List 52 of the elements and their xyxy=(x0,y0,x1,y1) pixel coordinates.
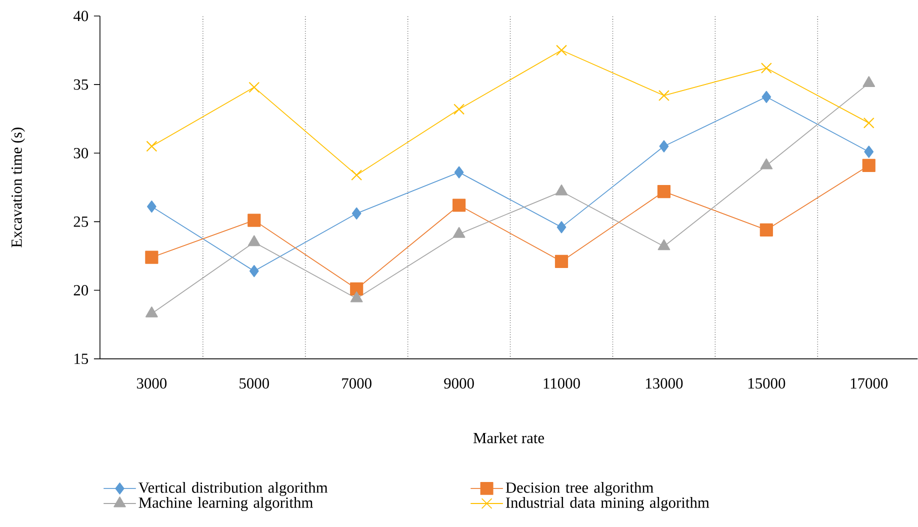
x-tick-label: 7000 xyxy=(342,378,372,389)
y-tick-label: 30 xyxy=(74,148,88,158)
legend-label: Industrial data mining algorithm xyxy=(506,497,710,512)
point xyxy=(452,227,466,238)
point xyxy=(248,214,261,227)
point xyxy=(352,208,362,220)
point xyxy=(760,223,773,237)
point xyxy=(351,170,362,181)
y-tick-label: 20 xyxy=(74,285,88,296)
point xyxy=(454,166,464,178)
point xyxy=(657,185,671,198)
x-tick-label: 3000 xyxy=(136,378,167,389)
x-tick-label: 15000 xyxy=(748,378,786,389)
point xyxy=(554,255,568,268)
point xyxy=(556,44,568,56)
point xyxy=(658,239,670,250)
legend-label: Decision tree algorithm xyxy=(506,482,654,496)
point xyxy=(146,140,158,152)
point xyxy=(146,306,158,318)
point xyxy=(350,282,364,296)
x-tick-label: 13000 xyxy=(646,378,683,389)
point xyxy=(760,158,773,170)
point xyxy=(147,200,156,213)
y-tick-label: 35 xyxy=(74,79,88,90)
point xyxy=(863,118,874,129)
point xyxy=(350,292,363,302)
point xyxy=(145,250,158,264)
point xyxy=(862,159,876,172)
legend-label: Vertical distribution algorithm xyxy=(138,482,328,496)
point xyxy=(659,140,669,152)
point xyxy=(555,184,568,196)
point xyxy=(556,221,566,234)
x-tick-label: 9000 xyxy=(444,378,474,389)
x-tick-label: 17000 xyxy=(850,378,888,389)
point xyxy=(864,146,874,158)
point xyxy=(248,82,260,93)
point xyxy=(760,62,772,74)
y-tick-label: 15 xyxy=(74,354,88,364)
point xyxy=(762,90,772,104)
point xyxy=(862,76,876,88)
legend-label: Machine learning algorithm xyxy=(138,497,313,512)
x-axis-title: Market rate xyxy=(473,432,544,444)
point xyxy=(249,265,259,278)
y-axis-title: Excavation time (s) xyxy=(10,128,25,248)
x-tick-label: 5000 xyxy=(240,378,269,389)
y-tick-label: 40 xyxy=(73,10,88,22)
point xyxy=(658,90,670,102)
point xyxy=(248,235,260,246)
point xyxy=(454,104,465,115)
y-tick-label: 25 xyxy=(74,216,88,227)
x-tick-label: 11000 xyxy=(544,378,580,389)
point xyxy=(452,198,466,212)
